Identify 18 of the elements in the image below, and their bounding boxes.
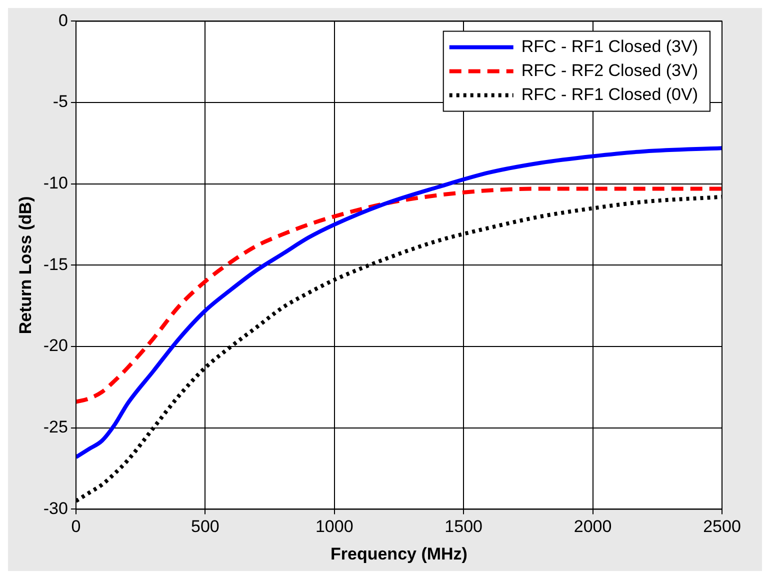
legend-label: RFC - RF1 Closed (3V) [521, 36, 698, 56]
y-tick-label: -20 [43, 336, 68, 356]
legend-label: RFC - RF1 Closed (0V) [521, 84, 698, 104]
y-tick-label: -10 [43, 174, 68, 193]
x-tick-label: 1500 [444, 517, 482, 536]
x-tick-label: 2500 [703, 517, 741, 536]
x-tick-label: 500 [190, 517, 220, 536]
y-tick-label: 0 [58, 10, 68, 30]
y-tick-label: -25 [43, 418, 68, 437]
x-axis-title: Frequency (MHz) [330, 544, 468, 564]
legend-label: RFC - RF2 Closed (3V) [521, 60, 698, 80]
x-tick-label: 1000 [315, 517, 354, 536]
x-tick-label: 0 [71, 517, 81, 536]
y-axis-title: Return Loss (dB) [16, 196, 35, 334]
y-tick-label: -5 [52, 92, 68, 112]
y-tick-label: -15 [43, 254, 68, 274]
y-tick-label: -30 [43, 498, 68, 518]
x-tick-label: 2000 [574, 517, 612, 536]
